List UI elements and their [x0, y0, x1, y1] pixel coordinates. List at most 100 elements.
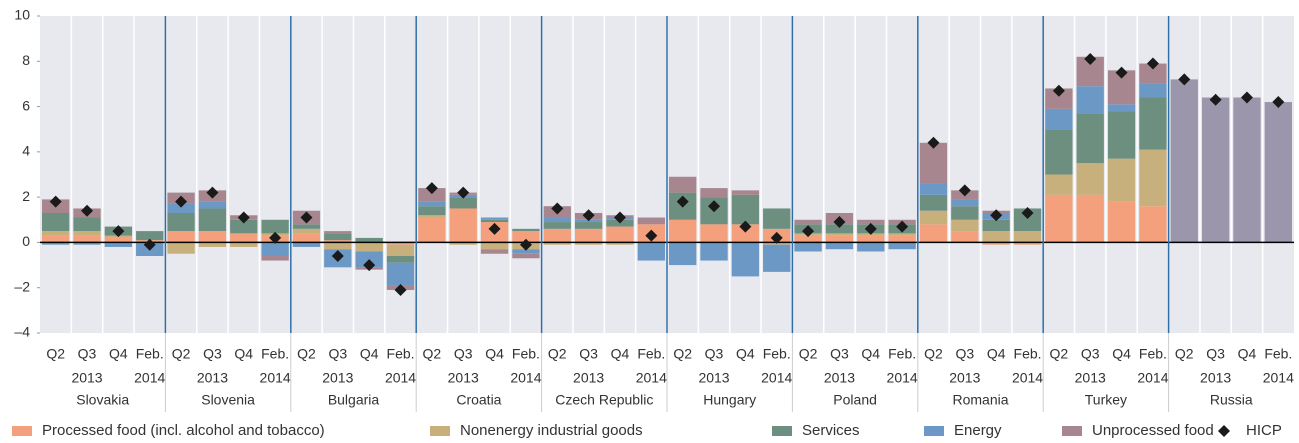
hicp-marker: [582, 209, 595, 222]
x-year-label: 2013: [949, 370, 980, 386]
bar-segment: [919, 142, 948, 184]
bar-segment: [1045, 174, 1073, 195]
bar-segment: [982, 231, 1010, 243]
hicp-marker: [551, 202, 564, 215]
bar-segment: [731, 194, 760, 225]
bar-segment: [355, 237, 383, 243]
hicp-marker: [958, 184, 971, 197]
bar-segment: [700, 224, 728, 243]
bar-segment: [230, 233, 258, 243]
bar-segment: [418, 215, 446, 218]
x-tick-label: Q2: [924, 346, 943, 362]
bar-segment: [480, 219, 509, 223]
bar-segment: [700, 242, 728, 261]
bar-segment: [1139, 149, 1167, 207]
hicp-marker: [676, 195, 689, 208]
bar-segment: [1139, 206, 1167, 243]
x-year-label: 2013: [824, 370, 855, 386]
x-tick-label: Feb.: [387, 346, 415, 362]
legend-swatch: [12, 426, 32, 436]
x-tick-label: Feb.: [136, 346, 164, 362]
bar-segment: [198, 242, 227, 247]
x-year-label: 2013: [448, 370, 479, 386]
bar-segment: [543, 222, 571, 229]
x-year-label: 2014: [1137, 370, 1168, 386]
bar-segment: [167, 203, 195, 213]
bar-segment: [449, 208, 477, 243]
hicp-marker: [708, 200, 721, 213]
x-tick-label: Q4: [1238, 346, 1257, 362]
bar-segment: [292, 233, 321, 243]
hicp-marker: [394, 283, 407, 296]
bar-segment: [606, 226, 634, 243]
y-tick-label: 8: [22, 52, 30, 68]
bar-segment: [42, 242, 70, 245]
bar-segment: [700, 188, 728, 198]
hicp-marker: [864, 222, 877, 235]
bar-segment: [480, 249, 509, 254]
bar-segment: [480, 242, 509, 250]
x-year-label: 2013: [197, 370, 228, 386]
x-year-label: 2013: [1200, 370, 1231, 386]
bar-segment: [324, 231, 352, 234]
bar-segment: [167, 231, 195, 243]
legend-label: HICP: [1246, 422, 1282, 439]
x-year-label: 2014: [636, 370, 667, 386]
bar-segment: [543, 242, 571, 245]
bar-segment: [951, 199, 979, 207]
group-label: Czech Republic: [555, 392, 653, 408]
bar-segment: [42, 231, 70, 236]
x-tick-label: Feb.: [1264, 346, 1292, 362]
bar-segment: [198, 231, 227, 243]
hicp-marker: [1209, 93, 1222, 106]
bar-segment: [386, 244, 415, 257]
bar-segment: [763, 244, 791, 272]
bar-segment: [731, 242, 760, 277]
bar-segment: [1139, 63, 1167, 84]
bar-segment: [574, 228, 603, 243]
x-tick-label: Q3: [78, 346, 97, 362]
bar-segment: [386, 242, 415, 245]
bar-segment: [1013, 242, 1042, 245]
bar-segment: [73, 231, 101, 236]
bar-segment: [167, 242, 195, 254]
hicp-marker: [206, 186, 219, 199]
hicp-marker: [49, 195, 62, 208]
hicp-marker: [363, 259, 376, 272]
x-year-label: 2013: [71, 370, 102, 386]
bar-segment: [324, 242, 352, 250]
bar-segment: [731, 224, 760, 243]
y-tick-label: 10: [14, 7, 30, 23]
bar-segment: [292, 224, 321, 229]
bar-segment: [73, 242, 101, 245]
hicp-marker: [1272, 96, 1285, 109]
bar-segment: [637, 217, 665, 225]
bar-segment: [386, 262, 415, 286]
x-year-label: 2014: [385, 370, 416, 386]
bar-segment: [136, 231, 164, 241]
bar-segment: [982, 242, 1010, 245]
bar-segment: [669, 219, 697, 243]
x-year-label: 2014: [134, 370, 165, 386]
x-year-label: 2014: [260, 370, 291, 386]
hicp-marker: [1084, 53, 1097, 66]
bar-segment: [669, 242, 697, 266]
y-tick-label: 6: [22, 97, 30, 113]
bar-segment: [857, 235, 885, 243]
bar-segment: [1045, 194, 1073, 243]
x-tick-label: Q4: [109, 346, 128, 362]
x-tick-label: Q3: [955, 346, 974, 362]
x-tick-label: Q4: [736, 346, 755, 362]
bar-segment: [512, 231, 540, 243]
bar-segment: [1045, 88, 1073, 109]
bar-segment: [261, 219, 289, 234]
hicp-marker: [802, 225, 815, 238]
bar-segment: [1139, 83, 1167, 98]
hicp-marker: [927, 136, 940, 149]
bar-segment: [982, 219, 1010, 232]
bar-segment: [1107, 201, 1136, 243]
x-tick-label: Q4: [611, 346, 630, 362]
x-year-label: 2014: [1012, 370, 1043, 386]
x-tick-label: Feb.: [1014, 346, 1042, 362]
bar-segment: [512, 249, 540, 254]
